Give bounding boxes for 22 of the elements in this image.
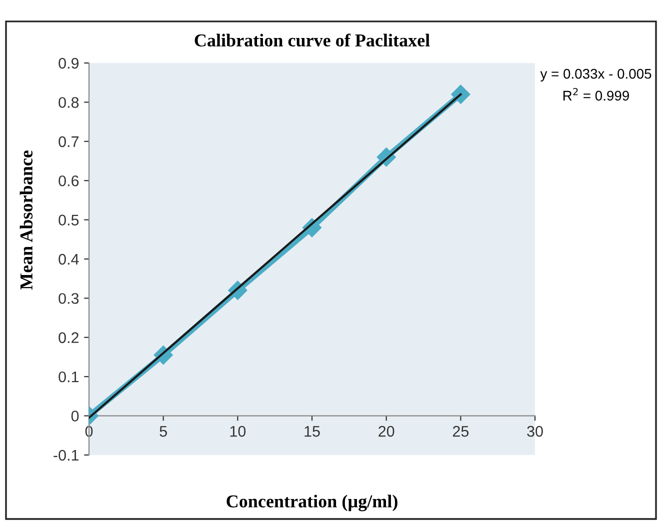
x-tick-label: 25	[452, 426, 469, 437]
y-tick-label: 0.4	[58, 254, 79, 265]
y-tick-label: 0.3	[58, 293, 79, 304]
y-tick-label: 0.8	[58, 97, 79, 108]
x-tick-label: 15	[304, 426, 320, 437]
y-tick-label: 0.9	[58, 58, 79, 69]
y-tick-label: 0.6	[58, 175, 79, 186]
x-axis-title: Concentration (µg/ml)	[226, 494, 398, 512]
y-tick-label: 0.2	[58, 332, 79, 344]
x-tick-label: 5	[160, 426, 167, 437]
x-tick-label: 10	[230, 426, 246, 437]
y-tick-label: 0.1	[58, 371, 79, 382]
y-tick-label: 0	[71, 410, 79, 422]
chart-title: Calibration curve of Paclitaxel	[194, 34, 430, 47]
y-tick-label: 0.5	[58, 214, 79, 226]
x-tick-label: 20	[378, 426, 394, 437]
y-tick-label: 0.7	[58, 136, 79, 148]
x-tick-label: 30	[527, 426, 543, 437]
text: R$^{2}$ = 0.999	[563, 88, 629, 101]
text: y = 0.033x - 0.005	[540, 68, 652, 82]
y-axis-title: Mean Absorbance	[20, 150, 33, 290]
y-tick-label: -0.1	[54, 450, 79, 461]
